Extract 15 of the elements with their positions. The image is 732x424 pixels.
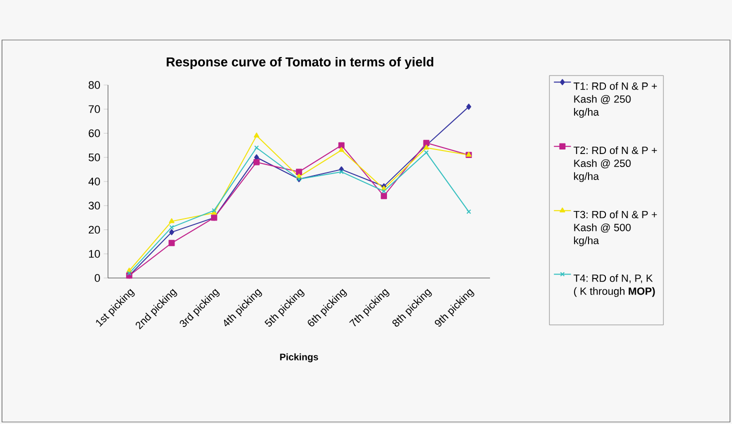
y-tick-label: 70 xyxy=(88,105,100,114)
y-tick-label: 20 xyxy=(88,226,100,234)
y-tick-label: 0 xyxy=(94,274,100,282)
y-tick-label: 50 xyxy=(88,154,100,162)
legend-label: T4: RD of N, P, K ( K through MOP) xyxy=(574,274,655,297)
x-axis-title: Pickings xyxy=(280,353,318,362)
y-tick-label: 40 xyxy=(88,178,100,186)
y-tick-label: 80 xyxy=(88,81,100,89)
y-tick-label: 10 xyxy=(89,250,100,258)
y-tick-label: 30 xyxy=(88,202,100,210)
chart-title: Response curve of Tomato in terms of yield xyxy=(166,56,434,70)
legend-label: T3: RD of N & P + Kash @ 500 kg/ha xyxy=(574,210,657,246)
y-tick-label: 60 xyxy=(88,129,100,138)
legend-label: T2: RD of N & P + Kash @ 250 kg/ha xyxy=(574,146,657,182)
legend-label: T1: RD of N & P + Kash @ 250 kg/ha xyxy=(574,82,657,118)
